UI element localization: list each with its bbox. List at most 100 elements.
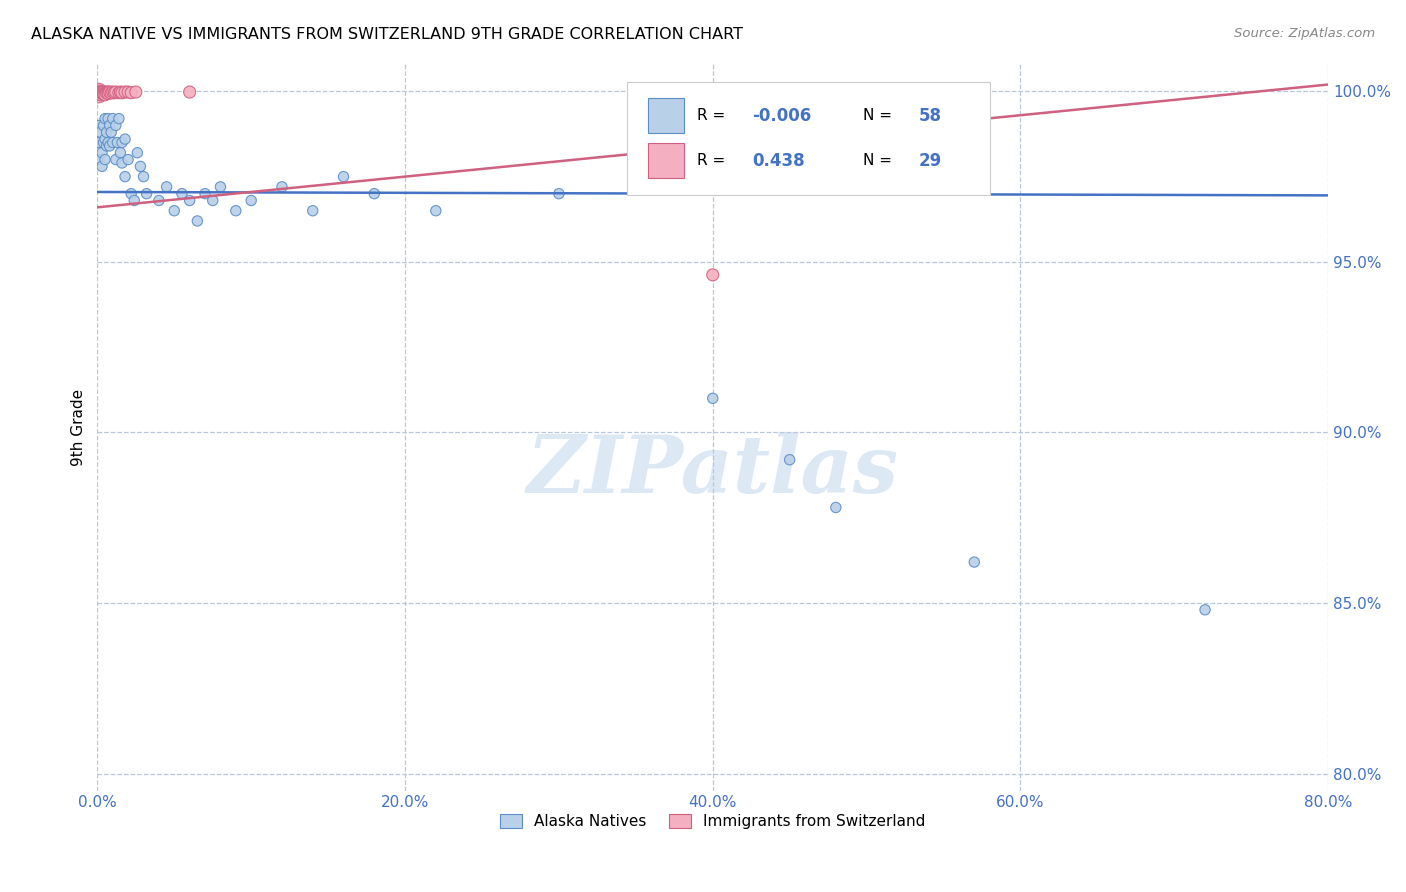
Point (779, 452, 801, 467)
Point (96, 139, 118, 153)
Point (101, 85, 124, 99)
FancyBboxPatch shape (627, 82, 990, 194)
Text: 58: 58 (918, 107, 941, 125)
Point (87, 153, 110, 167)
Point (702, 268, 724, 282)
Point (301, 203, 323, 218)
Point (104, 85, 127, 99)
Point (702, 392, 724, 406)
Point (87, 136, 110, 150)
Point (363, 186, 385, 201)
Point (332, 169, 354, 184)
Text: N =: N = (863, 108, 891, 123)
Point (98, 139, 121, 153)
Point (97, 136, 120, 150)
Point (110, 145, 132, 160)
Point (93, 119, 115, 133)
Point (108, 86, 131, 100)
Point (91, 85, 114, 99)
Text: R =: R = (697, 153, 725, 169)
Point (129, 160, 152, 174)
Point (114, 169, 136, 184)
Point (963, 555, 986, 569)
Point (94, 153, 117, 167)
Point (824, 500, 846, 515)
Point (124, 194, 146, 208)
Point (91, 87, 114, 101)
Point (91, 145, 114, 160)
Point (163, 203, 186, 218)
Point (148, 194, 170, 208)
Point (170, 186, 193, 201)
Text: 0.438: 0.438 (752, 152, 804, 169)
Point (101, 112, 124, 126)
Point (111, 86, 134, 100)
Point (98, 119, 121, 133)
Point (120, 86, 142, 100)
Point (548, 186, 571, 201)
Point (179, 194, 201, 208)
Text: R =: R = (697, 108, 725, 123)
Point (101, 136, 124, 150)
Text: N =: N = (863, 153, 891, 169)
Point (135, 186, 157, 201)
Point (225, 203, 247, 218)
Legend: Alaska Natives, Immigrants from Switzerland: Alaska Natives, Immigrants from Switzerl… (494, 808, 931, 835)
Point (93, 136, 115, 150)
Point (194, 186, 217, 201)
FancyBboxPatch shape (648, 98, 685, 133)
Text: 29: 29 (918, 152, 942, 169)
Point (97, 87, 120, 101)
FancyBboxPatch shape (648, 144, 685, 178)
Point (127, 145, 149, 160)
Point (155, 179, 177, 194)
Point (91, 160, 114, 174)
Point (93, 85, 115, 99)
Point (94, 86, 117, 100)
Point (98, 85, 121, 99)
Point (89, 87, 111, 102)
Point (110, 85, 132, 99)
Point (100, 86, 122, 100)
Text: ZIPatlas: ZIPatlas (527, 432, 898, 509)
Point (117, 153, 139, 167)
Text: ALASKA NATIVE VS IMMIGRANTS FROM SWITZERLAND 9TH GRADE CORRELATION CHART: ALASKA NATIVE VS IMMIGRANTS FROM SWITZER… (31, 27, 742, 42)
Point (201, 194, 224, 208)
Point (87, 119, 110, 133)
Point (240, 194, 263, 208)
Point (105, 136, 128, 150)
Point (125, 85, 148, 99)
Point (186, 214, 208, 228)
Point (89, 85, 111, 99)
Point (120, 186, 142, 201)
Point (104, 119, 127, 133)
Point (132, 169, 155, 184)
Point (209, 179, 232, 194)
Point (425, 203, 447, 218)
Y-axis label: 9th Grade: 9th Grade (72, 389, 86, 466)
Point (114, 132, 136, 146)
Point (87, 86, 110, 100)
Text: -0.006: -0.006 (752, 107, 811, 125)
Point (111, 136, 134, 150)
Point (271, 179, 294, 194)
Point (108, 112, 131, 126)
Point (97, 112, 120, 126)
Point (111, 156, 134, 170)
Point (87, 85, 110, 99)
Point (103, 86, 125, 100)
Point (100, 125, 122, 139)
Point (97, 85, 120, 99)
Point (87, 87, 110, 101)
Text: Source: ZipAtlas.com: Source: ZipAtlas.com (1234, 27, 1375, 40)
Point (114, 85, 136, 99)
Point (179, 85, 201, 99)
Point (94, 132, 117, 146)
Point (89, 125, 111, 139)
Point (93, 87, 115, 101)
Point (96, 85, 118, 99)
Point (96, 125, 118, 139)
Point (104, 153, 127, 167)
Point (94, 112, 117, 126)
Point (94, 87, 117, 102)
